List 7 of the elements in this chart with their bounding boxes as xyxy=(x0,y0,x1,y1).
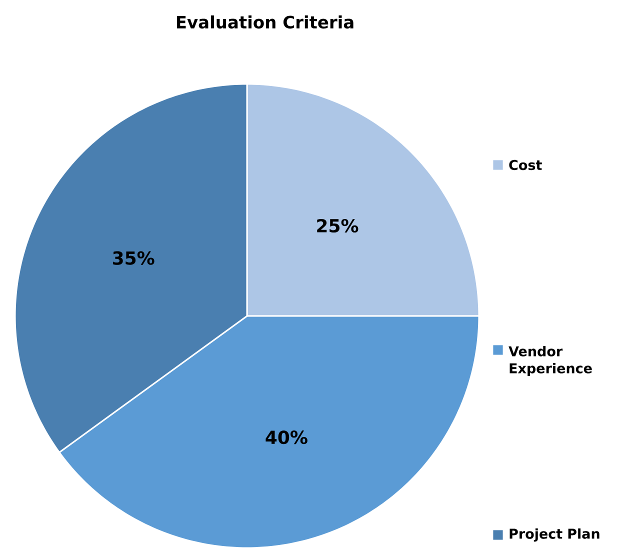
chart-title: Evaluation Criteria xyxy=(176,16,354,29)
data-label: 25% xyxy=(317,219,358,233)
data-label: 35% xyxy=(112,251,154,265)
legend-label: Vendor Experience xyxy=(508,346,592,376)
legend-label: Cost xyxy=(509,160,542,170)
legend-label: Project Plan xyxy=(510,528,600,542)
data-label: 40% xyxy=(266,430,308,444)
